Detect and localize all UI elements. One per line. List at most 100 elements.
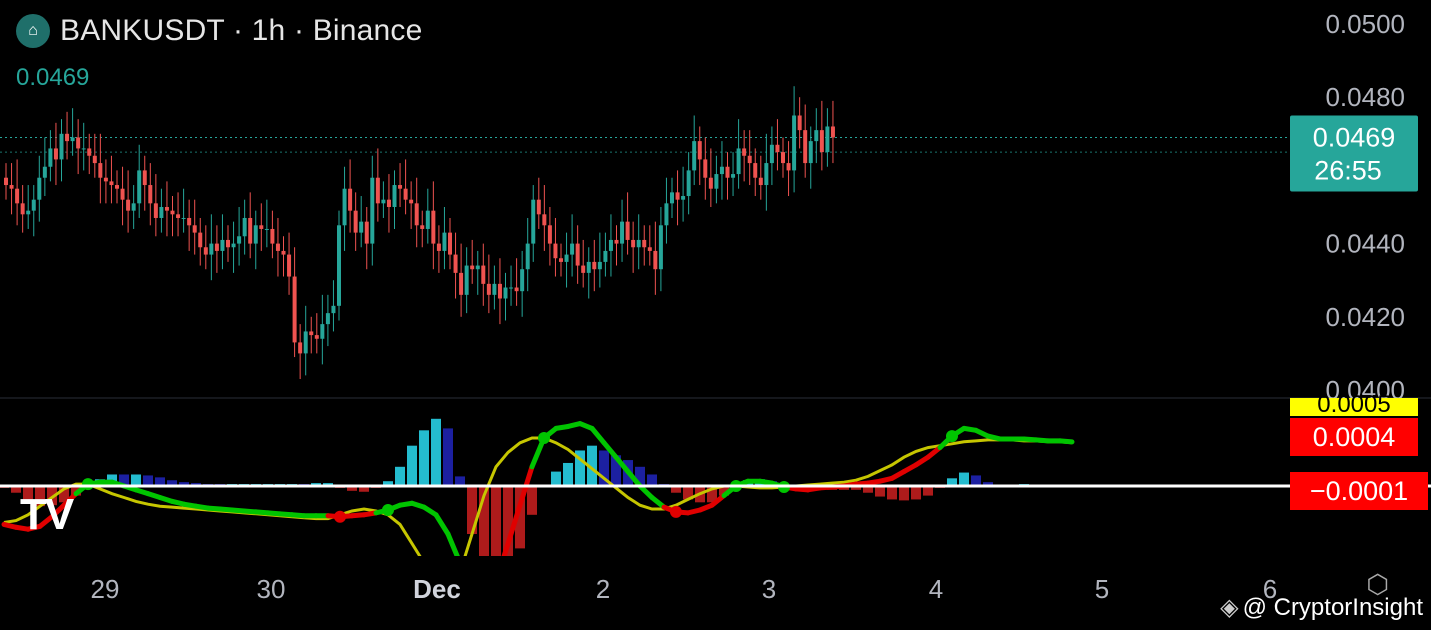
macd-histogram-bar — [527, 486, 537, 515]
macd-histogram-bar — [707, 486, 717, 503]
candle-body — [253, 225, 258, 244]
candle-body — [686, 170, 691, 197]
candle-body — [4, 177, 8, 186]
candle-body — [292, 276, 297, 343]
candle-body — [364, 221, 369, 244]
candle-body — [486, 283, 491, 295]
candle-body — [303, 331, 308, 354]
macd-histogram-bar — [899, 486, 909, 501]
candle-body — [220, 239, 225, 251]
candle-body — [237, 236, 242, 244]
candle-body — [531, 199, 536, 244]
candle-body — [159, 207, 164, 218]
x-tick-label: 5 — [1095, 574, 1109, 604]
candle-body — [575, 243, 580, 266]
x-tick-label: 2 — [596, 574, 610, 604]
candle-body — [514, 287, 519, 292]
candle-body — [459, 272, 464, 295]
x-tick-label: 30 — [257, 574, 286, 604]
macd-histogram-bar — [347, 486, 357, 491]
x-tick-label: 4 — [929, 574, 943, 604]
candle-body — [719, 166, 724, 175]
settings-gear-icon[interactable]: ⬡ — [1366, 569, 1389, 599]
macd-histogram-bar — [515, 486, 525, 549]
candle-body — [176, 214, 181, 218]
candle-body — [115, 185, 119, 189]
candle-body — [703, 159, 708, 178]
candle-body — [298, 342, 303, 354]
candle-body — [392, 185, 397, 207]
macd-line-segment — [613, 454, 631, 475]
candle-body — [814, 130, 819, 142]
candle-body — [92, 155, 97, 164]
candle-body — [664, 203, 669, 226]
credit-text: @ CryptorInsight — [1242, 594, 1423, 621]
macd-histogram-bar — [479, 486, 489, 556]
y-tick-label: 0.0480 — [1325, 82, 1405, 112]
candle-body — [9, 185, 14, 189]
candle-body — [370, 177, 375, 244]
macd-tag-red-text: 0.0004 — [1313, 422, 1396, 452]
price-tag-countdown: 26:55 — [1314, 155, 1382, 185]
candle-body — [153, 203, 158, 218]
candle-body — [631, 239, 636, 248]
candle-body — [742, 148, 747, 156]
candle-body — [214, 243, 219, 251]
macd-histogram-bar — [167, 480, 177, 486]
macd-cross-dot — [82, 478, 94, 491]
candle-body — [198, 232, 203, 248]
macd-line-segment — [37, 514, 55, 529]
macd-histogram-bar — [131, 474, 141, 486]
macd-histogram-bar — [635, 466, 645, 486]
candle-body — [164, 207, 169, 211]
candle-body — [608, 239, 613, 251]
candle-body — [753, 163, 758, 178]
macd-cross-dot — [334, 510, 346, 523]
price-tag-box — [1290, 115, 1418, 192]
macd-histogram-bar — [551, 471, 561, 486]
candle-body — [31, 199, 36, 211]
candle-body — [170, 210, 175, 215]
candle-body — [786, 163, 791, 171]
macd-line-segment — [49, 502, 67, 520]
candle-body — [359, 221, 364, 233]
candle-body — [581, 265, 586, 273]
macd-histogram-bar — [143, 475, 153, 486]
candle-body — [209, 243, 214, 255]
symbol-title[interactable]: BANKUSDT · 1h · Binance — [60, 14, 423, 47]
macd-histogram-bar — [971, 475, 981, 486]
candle-body — [647, 247, 652, 251]
tradingview-watermark: TV — [20, 490, 74, 539]
candle-body — [825, 126, 830, 153]
candle-body — [559, 258, 563, 262]
candle-body — [714, 174, 719, 189]
candle-body — [564, 254, 569, 262]
candle-body — [586, 261, 591, 273]
candle-body — [764, 163, 769, 186]
bank-token-logo-icon: ⌂ — [16, 14, 50, 48]
candle-body — [37, 177, 42, 200]
macd-line-segment — [625, 469, 643, 489]
candle-body — [509, 287, 514, 289]
macd-histogram-bar — [863, 486, 873, 493]
macd-histogram-bar — [671, 486, 681, 493]
candle-body — [803, 130, 808, 164]
candle-body — [830, 126, 835, 138]
candle-body — [403, 188, 408, 200]
x-tick-label: 6 — [1263, 574, 1277, 604]
candle-body — [769, 144, 774, 164]
macd-signal-line — [3, 436, 1073, 556]
candle-body — [226, 239, 230, 248]
macd-histogram-bar — [599, 450, 609, 486]
macd-line-segment — [501, 541, 511, 556]
macd-histogram-bar — [611, 455, 621, 486]
candle-body — [692, 141, 697, 171]
candle-body — [620, 221, 625, 244]
macd-histogram-bar — [155, 477, 165, 486]
macd-histogram-bar — [11, 486, 21, 493]
macd-histogram-bar — [179, 482, 189, 486]
candle-body — [137, 170, 142, 204]
macd-line-segment — [433, 512, 451, 537]
candle-body — [420, 225, 425, 229]
